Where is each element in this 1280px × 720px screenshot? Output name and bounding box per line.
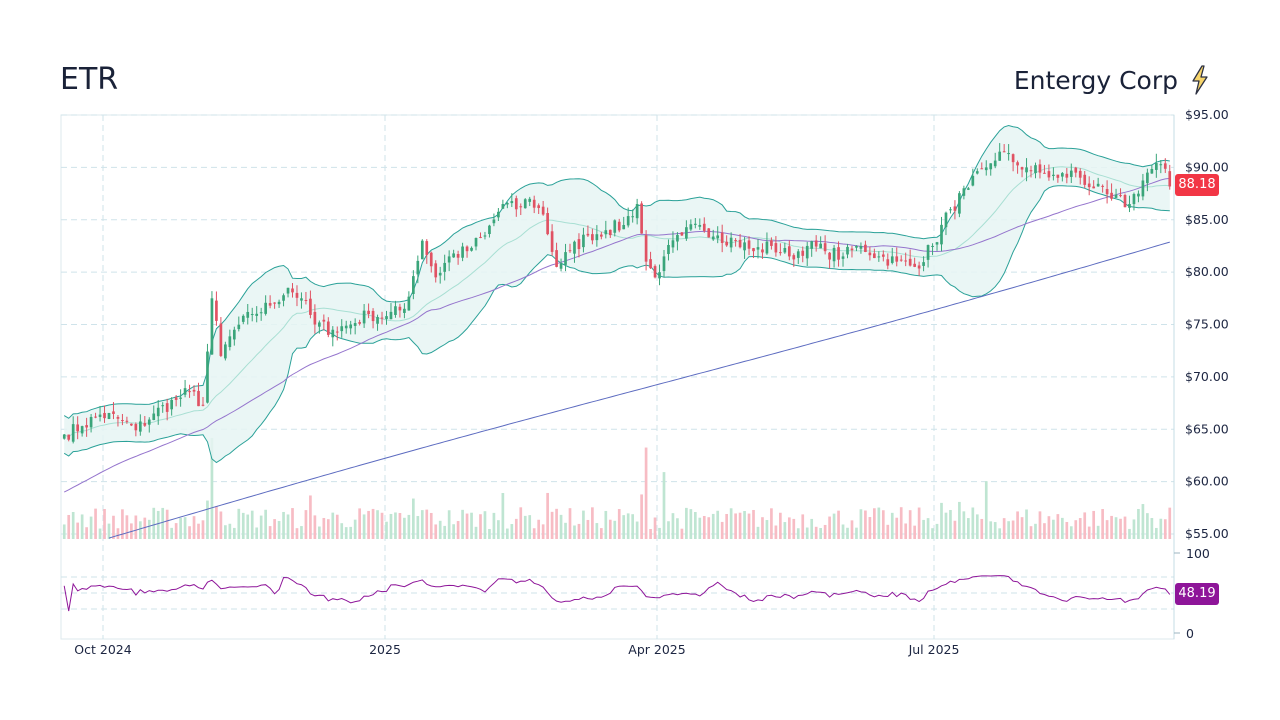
bollinger-lower-band [63, 185, 1170, 464]
svg-text:$60.00: $60.00 [1185, 474, 1229, 489]
lightning-bolt-icon [1192, 65, 1208, 95]
svg-text:$80.00: $80.00 [1185, 264, 1229, 279]
bollinger-middle-band [63, 166, 1170, 438]
sma-50-line [63, 177, 1170, 493]
rsi-value-badge: 48.19 [1175, 583, 1219, 605]
svg-text:Oct 2024: Oct 2024 [74, 642, 131, 657]
bollinger-upper-band [63, 124, 1170, 419]
svg-text:100: 100 [1186, 546, 1210, 561]
volume-bars [62, 437, 1172, 539]
rsi-line [63, 575, 1171, 612]
axes: $95.00 $90.00 $85.00 $80.00 $75.00 $70.00 $65.… [74, 107, 1228, 657]
last-price-badge: 88.18 [1175, 174, 1219, 196]
svg-text:$85.00: $85.00 [1185, 212, 1229, 227]
bollinger-band-fill [64, 125, 1170, 463]
sma-200-line [108, 241, 1170, 539]
svg-text:Jul 2025: Jul 2025 [908, 642, 960, 657]
candlesticks [62, 143, 1172, 444]
ticker-symbol: ETR [60, 62, 119, 97]
svg-text:Apr 2025: Apr 2025 [628, 642, 685, 657]
svg-text:$95.00: $95.00 [1185, 107, 1229, 122]
svg-text:$90.00: $90.00 [1185, 159, 1229, 174]
svg-text:$75.00: $75.00 [1185, 317, 1229, 332]
svg-text:$65.00: $65.00 [1185, 421, 1229, 436]
svg-text:$70.00: $70.00 [1185, 369, 1229, 384]
svg-text:0: 0 [1186, 626, 1194, 641]
svg-text:$55.00: $55.00 [1185, 526, 1229, 541]
company-name: Entergy Corp [1013, 66, 1178, 95]
svg-text:2025: 2025 [369, 642, 401, 657]
